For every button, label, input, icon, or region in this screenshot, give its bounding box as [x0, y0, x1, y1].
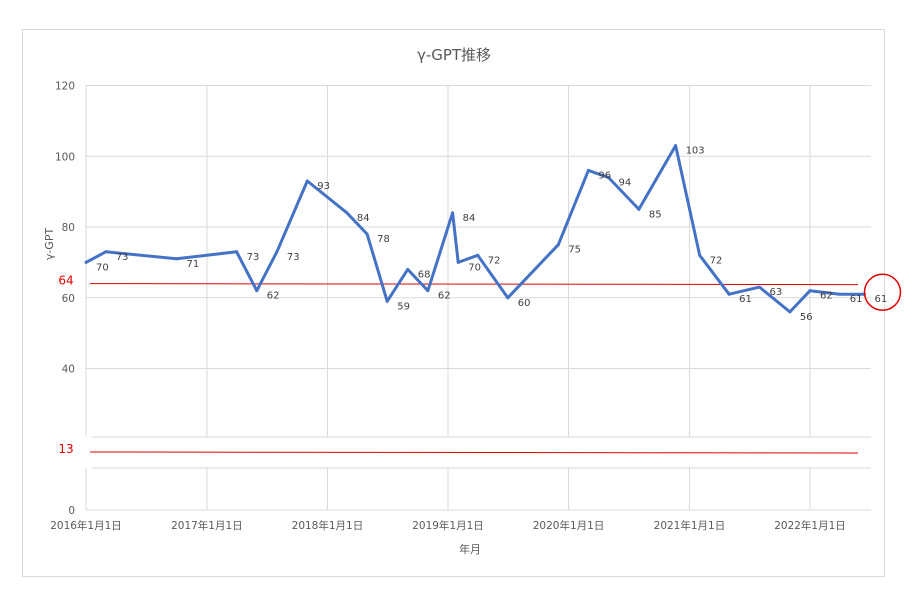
- data-point: [674, 144, 678, 148]
- data-point: [476, 253, 480, 257]
- data-label: 72: [488, 255, 501, 266]
- data-labels: 70 73 71 73 62 73 93 84 78 59 68 62 84 70 72 60 75 96 94 85…: [96, 146, 887, 323]
- data-point: [175, 257, 178, 261]
- data-point: [506, 296, 510, 300]
- data-point: [365, 232, 369, 236]
- data-point: [451, 211, 455, 215]
- data-point: [838, 292, 842, 296]
- data-point: [808, 289, 812, 293]
- y-tick-label: 60: [62, 293, 75, 305]
- annotations: [863, 273, 902, 311]
- reference-line: [89, 283, 859, 286]
- data-point: [637, 207, 641, 211]
- data-label: 61: [850, 294, 863, 305]
- data-point: [104, 250, 108, 254]
- chart-title: γ-GPT推移: [417, 46, 491, 64]
- data-point: [84, 260, 88, 264]
- data-point: [345, 211, 349, 215]
- data-point: [456, 260, 460, 264]
- data-point: [406, 267, 410, 271]
- data-label: 84: [357, 213, 370, 224]
- y-tick-label: 0: [68, 505, 75, 517]
- data-label: 73: [247, 252, 260, 263]
- chart-frame: [22, 29, 885, 577]
- data-label: 96: [598, 170, 611, 181]
- y-axis-title: γ-GPT: [43, 228, 56, 261]
- data-point: [275, 250, 279, 254]
- data-label: 71: [187, 259, 200, 270]
- data-label: 85: [649, 209, 662, 220]
- data-point: [586, 168, 590, 172]
- reference-line-label: 13: [58, 442, 73, 456]
- data-point: [607, 175, 611, 179]
- data-label: 103: [686, 146, 705, 157]
- y-tick-label: 120: [55, 81, 75, 93]
- data-point: [235, 250, 239, 254]
- reference-line-label: 64: [58, 274, 73, 288]
- y-tick-label: 80: [62, 222, 75, 234]
- data-label: 61: [739, 294, 752, 305]
- x-tick-label: 2017年1月1日: [171, 519, 243, 532]
- data-point: [727, 292, 731, 296]
- x-axis-title: 年月: [459, 542, 481, 556]
- data-point: [556, 243, 560, 247]
- data-label: 75: [568, 245, 581, 256]
- x-tick-label: 2018年1月1日: [292, 519, 364, 532]
- data-label: 60: [518, 298, 531, 309]
- x-tick-label: 2020年1月1日: [533, 519, 605, 532]
- series: [84, 144, 866, 314]
- data-label: 94: [619, 177, 632, 188]
- series-line: [85, 144, 865, 314]
- data-label: 73: [287, 252, 300, 263]
- data-label: 70: [96, 262, 109, 273]
- data-point: [255, 289, 259, 293]
- data-point: [385, 299, 389, 303]
- data-label: 62: [820, 291, 833, 302]
- data-label: 62: [267, 291, 280, 302]
- tick-labels: 0 40 60 80 100 120 2016年1月1日 2017年1月1日 2018年1月1日…: [50, 81, 846, 533]
- data-point: [788, 310, 792, 314]
- x-tick-label: 2016年1月1日: [50, 519, 122, 532]
- y-tick-label: 40: [62, 364, 75, 376]
- data-label: 63: [769, 287, 782, 298]
- data-label: 56: [800, 312, 813, 323]
- data-point: [426, 289, 430, 293]
- data-label: 72: [710, 255, 723, 266]
- data-label: 62: [438, 291, 451, 302]
- y-tick-label: 100: [55, 151, 75, 163]
- reference-lines: 64 13: [58, 274, 859, 456]
- data-point: [698, 253, 702, 257]
- data-label: 73: [116, 252, 129, 263]
- annotation-circle: [863, 273, 902, 311]
- data-label: 78: [377, 234, 390, 245]
- data-label: 93: [317, 181, 330, 192]
- data-point: [305, 179, 309, 183]
- data-label: 61: [874, 294, 887, 305]
- x-tick-label: 2022年1月1日: [774, 519, 846, 532]
- data-label: 84: [463, 213, 476, 224]
- data-label: 59: [397, 301, 410, 312]
- grid: [84, 85, 873, 511]
- data-point: [757, 285, 761, 289]
- data-label: 70: [468, 262, 481, 273]
- reference-line: [89, 451, 859, 454]
- x-tick-label: 2019年1月1日: [412, 519, 484, 532]
- x-tick-label: 2021年1月1日: [654, 519, 726, 532]
- data-label: 68: [418, 269, 431, 280]
